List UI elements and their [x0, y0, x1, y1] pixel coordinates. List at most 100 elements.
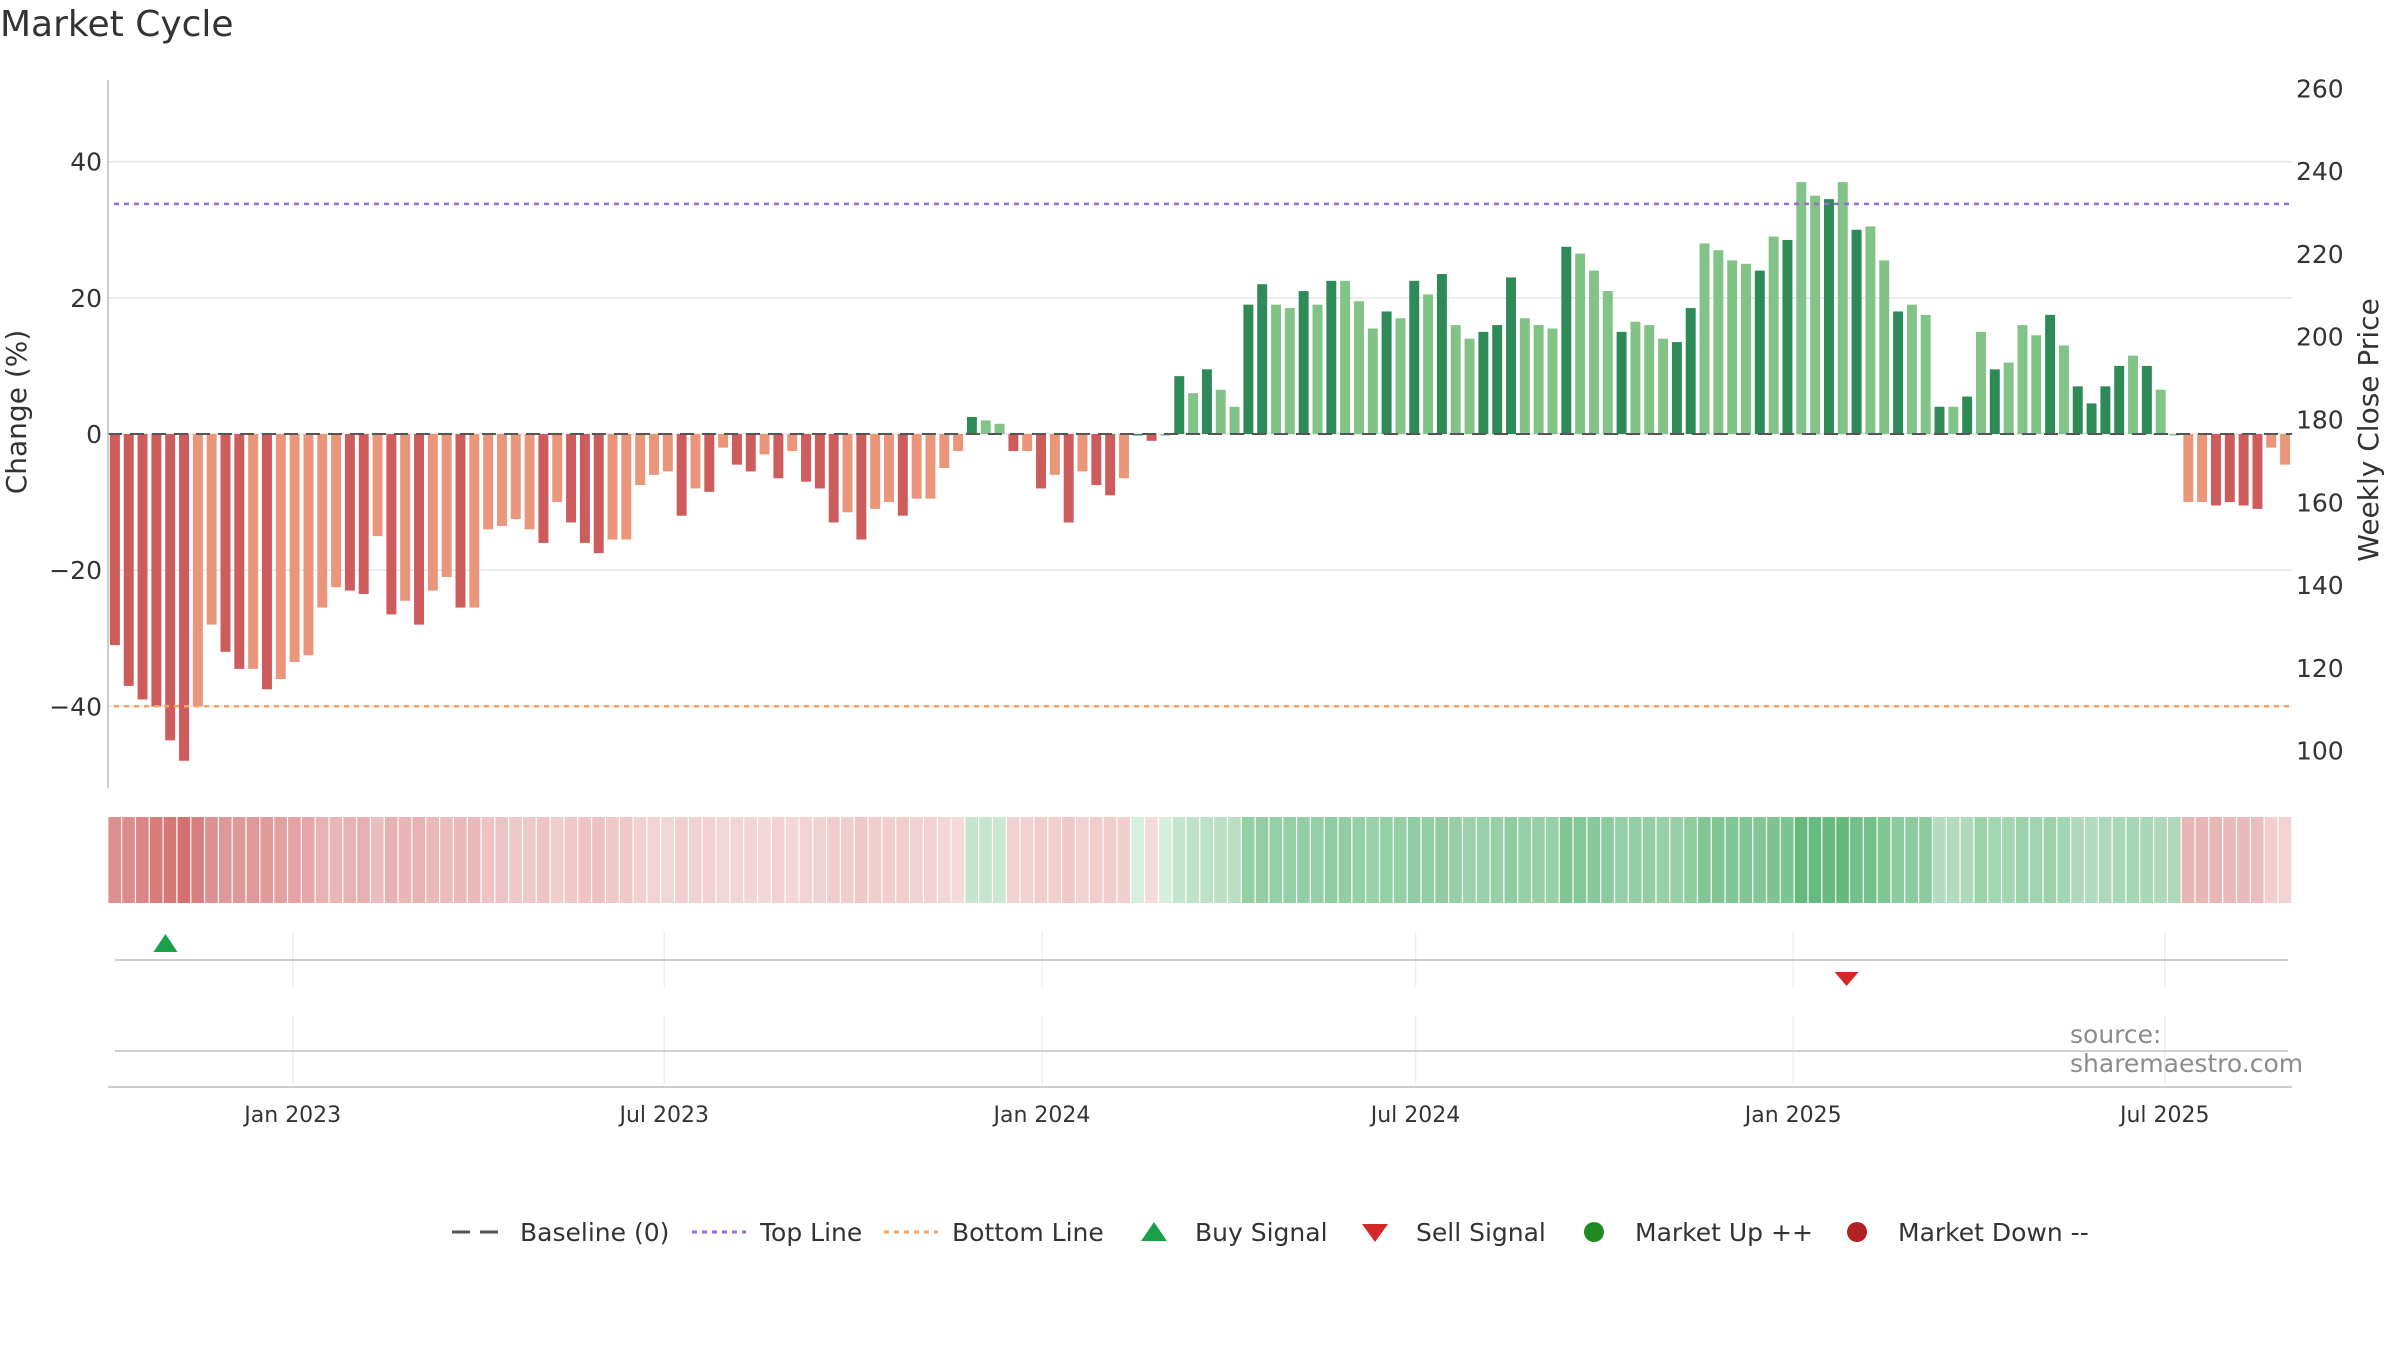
- heat-cell: [2250, 817, 2264, 903]
- bar: [2031, 335, 2042, 434]
- legend-bottom-line: Bottom Line: [882, 1212, 1104, 1252]
- bar: [469, 434, 480, 608]
- x-axis: Jan 2023 Jul 2023 Jan 2024 Jul 2024 Jan 2025…: [108, 1086, 2292, 1128]
- heat-cell: [1698, 817, 1711, 903]
- bar: [1948, 406, 1959, 434]
- bar: [828, 434, 839, 523]
- bar: [1353, 301, 1364, 434]
- bar: [1616, 331, 1627, 434]
- heat-cell: [1034, 817, 1048, 903]
- heat-cell: [329, 817, 343, 903]
- heat-cell: [1739, 817, 1753, 903]
- bottom-line-swatch-icon: [884, 1230, 938, 1234]
- heat-cell: [1103, 817, 1117, 903]
- bar: [1340, 280, 1351, 434]
- axes: −40 −20 0 20 40 100 120 140 160 180 200 220 240 260: [49, 74, 2344, 788]
- heat-cell: [1559, 817, 1573, 903]
- bar: [897, 434, 908, 516]
- bar: [1118, 434, 1129, 479]
- bar: [1367, 328, 1378, 434]
- heat-cell: [1407, 817, 1421, 903]
- y2-tick-label: 200: [2296, 323, 2344, 352]
- heat-cell: [1850, 817, 1863, 903]
- heat-cell: [799, 817, 813, 903]
- bar: [731, 434, 742, 465]
- bar: [1077, 434, 1088, 472]
- source-note: source: sharemaestro.com: [2070, 1020, 2304, 1078]
- y2-tick-label: 160: [2296, 488, 2344, 517]
- heat-cell: [260, 817, 274, 903]
- heat-cell: [993, 817, 1006, 903]
- bar: [234, 434, 245, 669]
- heat-cell: [2209, 817, 2223, 903]
- heat-cell: [951, 817, 965, 903]
- bar: [400, 434, 411, 601]
- heat-cell: [1919, 817, 1932, 903]
- y2-tick-label: 240: [2296, 157, 2344, 186]
- bar: [1727, 260, 1738, 434]
- legend-label: Bottom Line: [952, 1217, 1104, 1247]
- bar: [1782, 239, 1793, 434]
- heat-cell: [633, 817, 647, 903]
- heat-cell: [2154, 817, 2167, 903]
- heat-cell: [813, 817, 826, 903]
- heat-cell: [136, 817, 149, 903]
- heat-cell: [2181, 817, 2195, 903]
- heat-cell: [923, 817, 937, 903]
- bar: [1423, 294, 1434, 434]
- bar: [1561, 246, 1572, 434]
- heat-cell: [2029, 817, 2043, 903]
- bar: [123, 434, 134, 686]
- y-tick-label: 40: [70, 148, 102, 177]
- bar: [2252, 434, 2263, 509]
- bar: [635, 434, 646, 486]
- bar: [275, 434, 286, 680]
- bar: [1506, 277, 1516, 434]
- heat-cell: [1200, 817, 1214, 903]
- heat-cell: [1310, 817, 1324, 903]
- heat-cell: [246, 817, 260, 903]
- bar: [1132, 434, 1143, 436]
- heat-cell: [1269, 817, 1283, 903]
- bar: [1906, 304, 1917, 434]
- heat-cell: [2015, 817, 2029, 903]
- bar: [1243, 304, 1254, 434]
- heat-cell: [1656, 817, 1670, 903]
- bar: [372, 434, 383, 537]
- heat-cell: [218, 817, 232, 903]
- legend-buy-signal: Buy Signal: [1125, 1212, 1328, 1252]
- bar: [1810, 195, 1821, 434]
- heat-cell: [1089, 817, 1103, 903]
- x-tick-label: Jan 2024: [991, 1103, 1090, 1128]
- heat-cell: [1338, 817, 1352, 903]
- bar: [192, 434, 203, 707]
- bar: [870, 434, 881, 509]
- bar: [2197, 434, 2208, 503]
- heat-cell: [1573, 817, 1587, 903]
- bar: [441, 434, 452, 577]
- bar: [552, 434, 563, 503]
- bar: [814, 434, 825, 489]
- bar: [2169, 434, 2180, 436]
- bar: [662, 434, 673, 472]
- legend-market-up: Market Up ++: [1565, 1212, 1813, 1252]
- heat-cell: [274, 817, 287, 903]
- heat-cell: [1587, 817, 1601, 903]
- heat-cell: [2057, 817, 2071, 903]
- heat-cell: [1670, 817, 1683, 903]
- bar: [1464, 338, 1475, 434]
- reference-lines: [108, 202, 2292, 708]
- heat-cell: [2278, 817, 2292, 903]
- bar: [787, 434, 798, 452]
- heat-cell: [910, 817, 923, 903]
- heat-cell: [896, 817, 909, 903]
- market-cycle-chart: −40 −20 0 20 40 100 120 140 160 180 200 220 240 260 J…: [0, 74, 2385, 1128]
- bar: [1934, 406, 1945, 434]
- heat-cell: [108, 817, 122, 903]
- heat-cell: [1725, 817, 1739, 903]
- legend-market-down: Market Down --: [1828, 1212, 2089, 1252]
- heat-cell: [177, 817, 191, 903]
- bar: [1575, 253, 1586, 434]
- heat-cell: [827, 817, 840, 903]
- circle-icon: [1584, 1222, 1604, 1242]
